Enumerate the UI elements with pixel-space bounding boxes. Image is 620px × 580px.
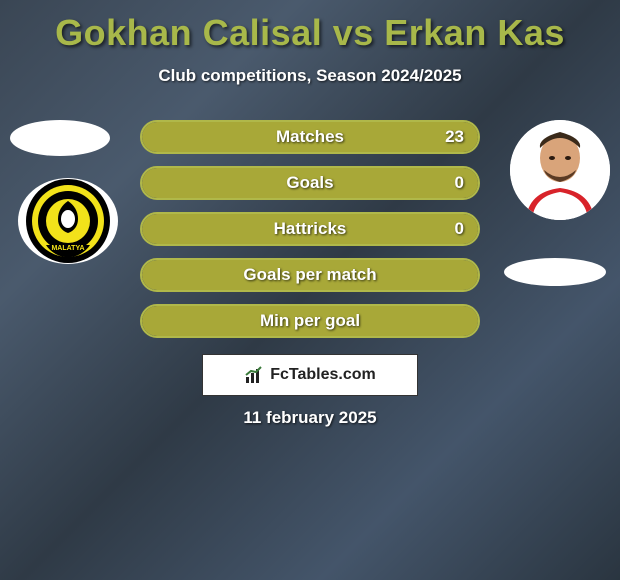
player-left-avatar <box>10 120 110 156</box>
stat-row-hattricks: Hattricks 0 <box>140 212 480 246</box>
stat-label: Min per goal <box>142 306 478 336</box>
stat-value-right: 23 <box>445 122 464 152</box>
stat-row-min-per-goal: Min per goal <box>140 304 480 338</box>
stat-label: Matches <box>142 122 478 152</box>
player-right-avatar <box>510 120 610 220</box>
stat-label: Hattricks <box>142 214 478 244</box>
stat-label: Goals per match <box>142 260 478 290</box>
stat-label: Goals <box>142 168 478 198</box>
footer-date: 11 february 2025 <box>0 408 620 428</box>
avatar-photo-icon <box>510 120 610 220</box>
stat-row-matches: Matches 23 <box>140 120 480 154</box>
stat-row-goals: Goals 0 <box>140 166 480 200</box>
chart-icon <box>244 365 264 385</box>
club-left-badge: MALATYA <box>18 178 118 264</box>
club-crest-icon: MALATYA <box>18 178 118 264</box>
club-right-badge-placeholder <box>504 258 606 286</box>
page-title: Gokhan Calisal vs Erkan Kas <box>0 0 620 54</box>
stat-value-right: 0 <box>455 168 464 198</box>
stats-list: Matches 23 Goals 0 Hattricks 0 Goals per… <box>140 120 480 350</box>
svg-text:MALATYA: MALATYA <box>51 245 84 252</box>
stat-row-goals-per-match: Goals per match <box>140 258 480 292</box>
stat-value-right: 0 <box>455 214 464 244</box>
brand-badge: FcTables.com <box>202 354 418 396</box>
brand-text: FcTables.com <box>270 366 376 384</box>
page-subtitle: Club competitions, Season 2024/2025 <box>0 66 620 86</box>
avatar-placeholder-icon <box>10 120 110 156</box>
